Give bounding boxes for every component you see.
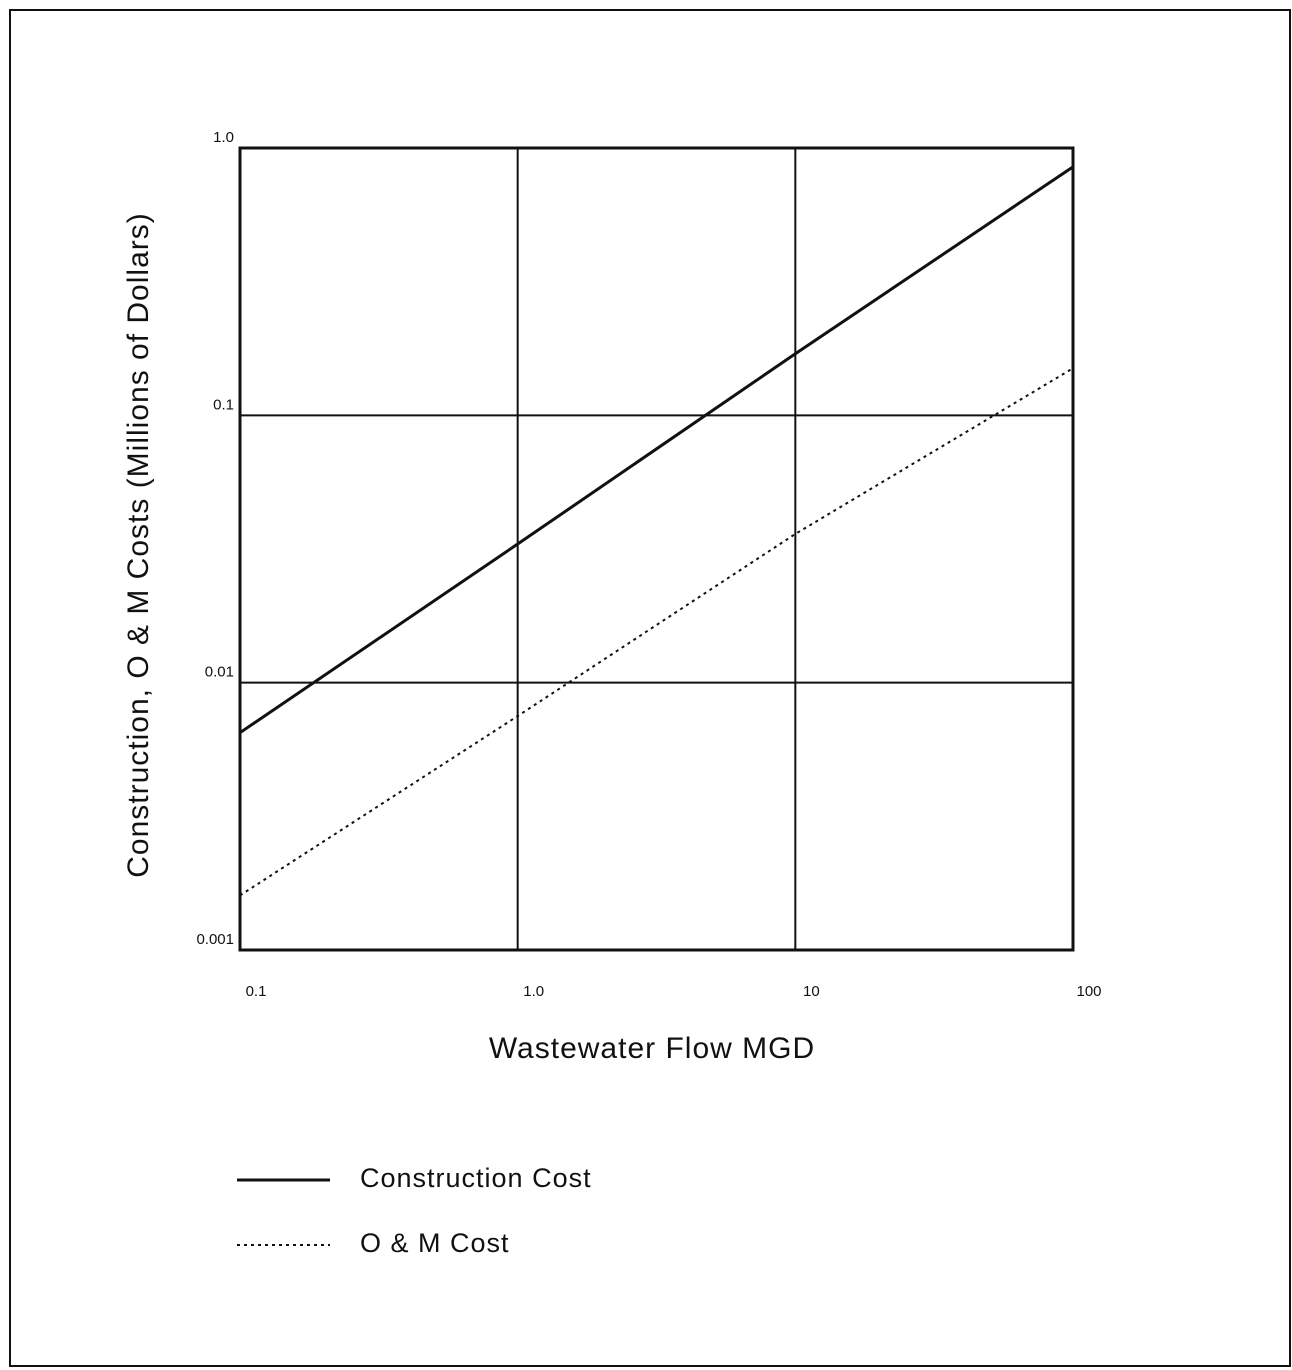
frame bbox=[9, 9, 1291, 1367]
x-tick-label: 1.0 bbox=[523, 983, 544, 1000]
plot-area bbox=[238, 146, 1075, 952]
y-tick-label: 0.001 bbox=[196, 931, 234, 948]
legend-label: Construction Cost bbox=[360, 1163, 592, 1193]
y-tick-label: 0.1 bbox=[213, 396, 234, 413]
x-tick-label: 0.1 bbox=[246, 983, 267, 1000]
legend-label: O & M Cost bbox=[360, 1228, 510, 1258]
x-tick-label: 100 bbox=[1076, 983, 1101, 1000]
x-axis-label: Wastewater Flow MGD bbox=[489, 1032, 815, 1065]
y-axis-label: Construction, O & M Costs (Millions of D… bbox=[122, 212, 155, 878]
y-tick-label: 1.0 bbox=[213, 129, 234, 146]
x-tick-label: 10 bbox=[803, 983, 820, 1000]
y-tick-label: 0.01 bbox=[205, 664, 234, 681]
line-series bbox=[239, 165, 1074, 734]
